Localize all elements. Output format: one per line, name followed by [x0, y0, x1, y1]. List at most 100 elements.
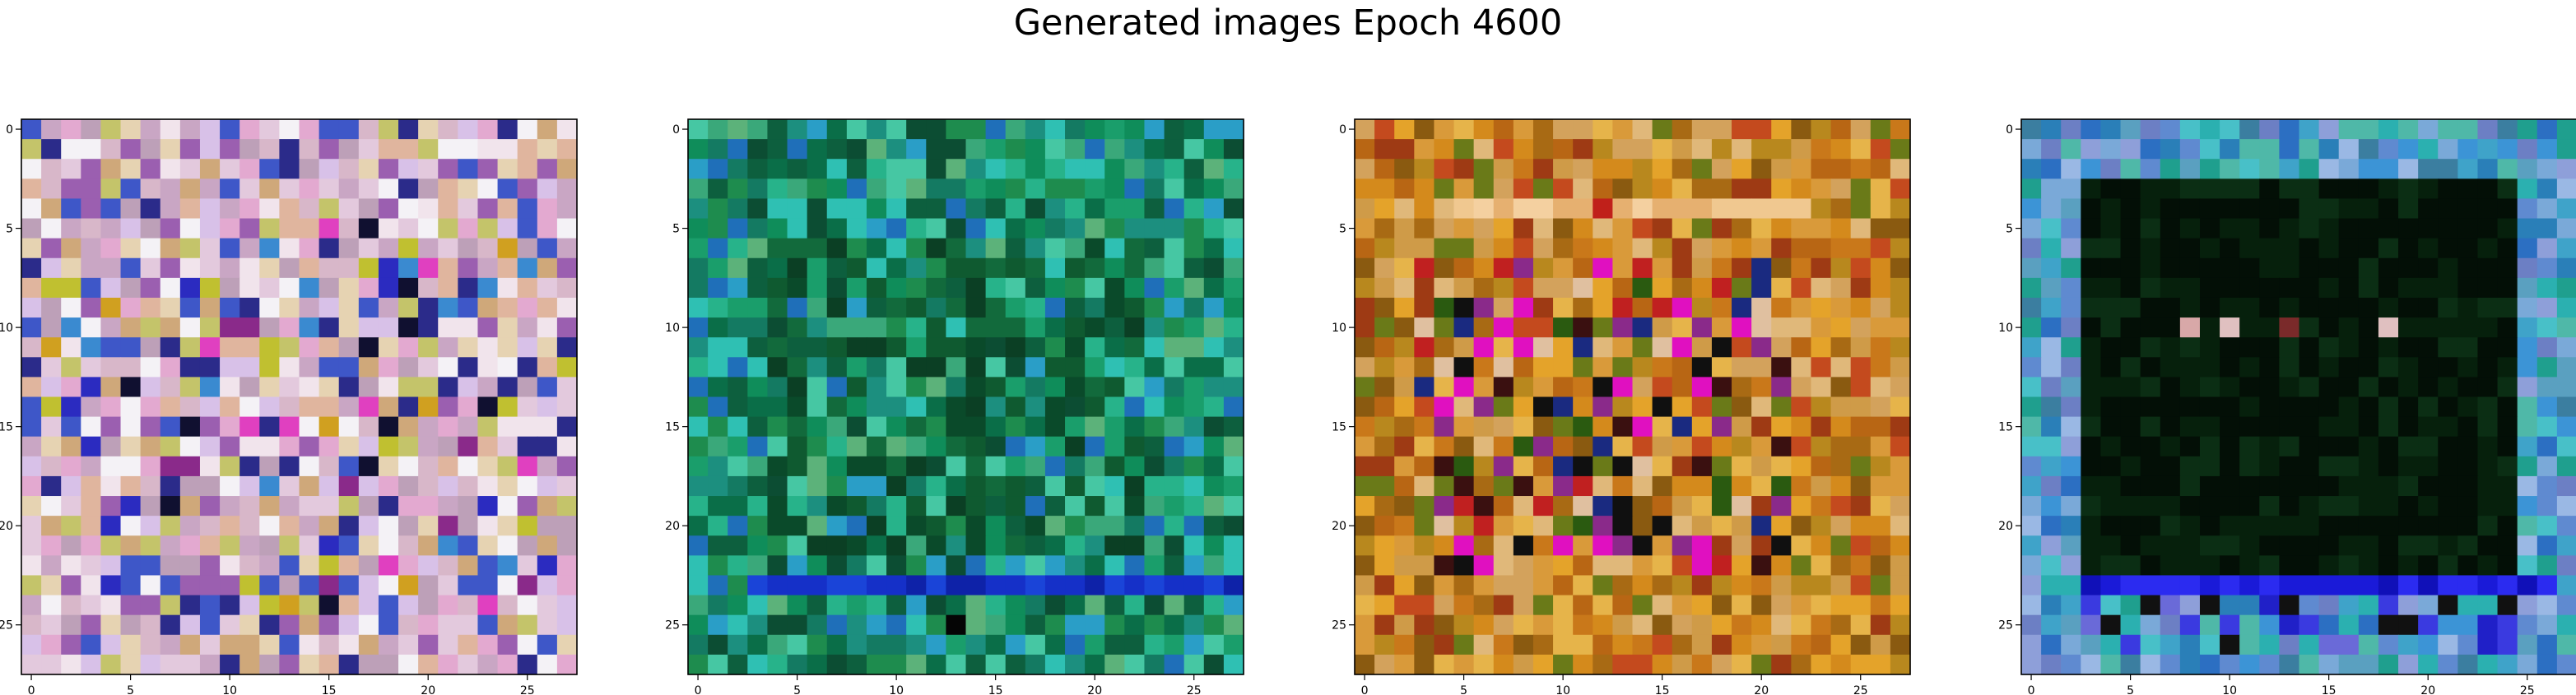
pixel [1493, 198, 1514, 220]
pixel [2556, 516, 2576, 536]
pixel [120, 516, 142, 536]
pixel [2199, 654, 2220, 675]
pixel [1104, 159, 1125, 179]
pixel [279, 496, 300, 517]
pixel [2021, 178, 2042, 200]
pixel [965, 139, 987, 160]
pixel [319, 377, 340, 398]
pixel [2517, 436, 2538, 457]
pixel [1493, 496, 1514, 517]
pixel [2438, 436, 2458, 457]
pixel [1632, 377, 1653, 398]
pixel [497, 516, 518, 536]
pixel [846, 575, 867, 596]
pixel [985, 139, 1007, 160]
pixel [2398, 357, 2419, 378]
pixel [2081, 277, 2102, 299]
pixel [1632, 218, 1653, 239]
pixel [2497, 238, 2518, 259]
pixel [81, 535, 102, 556]
pixel [1203, 456, 1225, 477]
pixel [1124, 317, 1146, 338]
pixel [418, 436, 439, 457]
pixel [2220, 516, 2240, 536]
pixel [279, 357, 300, 378]
pixel [1632, 575, 1653, 596]
pixel [2081, 634, 2102, 656]
pixel [2338, 198, 2360, 220]
pixel [846, 456, 867, 477]
pixel [358, 337, 379, 358]
pixel [1144, 198, 1165, 220]
pixel [2061, 436, 2081, 457]
pixel [946, 516, 967, 536]
pixel [2418, 654, 2439, 675]
pixel [140, 317, 161, 338]
pixel [826, 575, 848, 596]
pixel [2220, 475, 2240, 497]
pixel [259, 555, 280, 577]
pixel [926, 634, 946, 656]
pixel [358, 396, 379, 418]
pixel [2418, 317, 2439, 338]
pixel [1203, 178, 1225, 200]
pixel [1732, 357, 1752, 378]
pixel [2338, 357, 2360, 378]
pixel [2358, 357, 2379, 378]
pixel [2299, 614, 2320, 636]
pixel [807, 595, 828, 616]
pixel [338, 475, 360, 497]
pixel [2477, 257, 2499, 279]
pixel [61, 119, 81, 140]
pixel [1553, 555, 1574, 577]
pixel [1434, 416, 1455, 438]
pixel [1473, 357, 1495, 378]
pixel [398, 456, 419, 477]
pixel [458, 277, 479, 299]
pixel [2041, 496, 2062, 517]
pixel [259, 416, 280, 438]
pixel [2259, 357, 2280, 378]
pixel [2199, 198, 2220, 220]
pixel [319, 357, 340, 378]
pixel [299, 396, 320, 418]
pixel [2179, 436, 2201, 457]
pixel [1025, 516, 1046, 536]
pixel [1085, 159, 1105, 179]
pixel [160, 238, 181, 259]
pixel [708, 614, 728, 636]
pixel [1632, 277, 1653, 299]
pixel [1791, 139, 1812, 160]
pixel [787, 614, 808, 636]
pixel [787, 277, 808, 299]
pixel [220, 516, 240, 536]
pixel [140, 377, 161, 398]
pixel [100, 317, 122, 338]
pixel [418, 218, 439, 239]
pixel [2517, 595, 2538, 616]
pixel [2517, 277, 2538, 299]
pixel [160, 535, 181, 556]
pixel [2239, 475, 2260, 497]
pixel [1573, 436, 1593, 457]
pixel [1811, 198, 1832, 220]
pixel [1691, 297, 1713, 318]
pixel [2140, 277, 2161, 299]
pixel [2081, 317, 2102, 338]
pixel [2517, 535, 2538, 556]
pixel [2220, 595, 2240, 616]
pixel [1223, 198, 1244, 220]
pixel [2179, 119, 2201, 140]
pixel [61, 496, 81, 517]
pixel [2100, 377, 2122, 398]
pixel [477, 119, 499, 140]
pixel [1553, 575, 1574, 596]
pixel [1005, 396, 1026, 418]
pixel [537, 238, 558, 259]
pixel [517, 357, 538, 378]
pixel [1005, 238, 1026, 259]
pixel [418, 555, 439, 577]
pixel [946, 575, 967, 596]
pixel [2457, 377, 2479, 398]
pixel [418, 159, 439, 179]
